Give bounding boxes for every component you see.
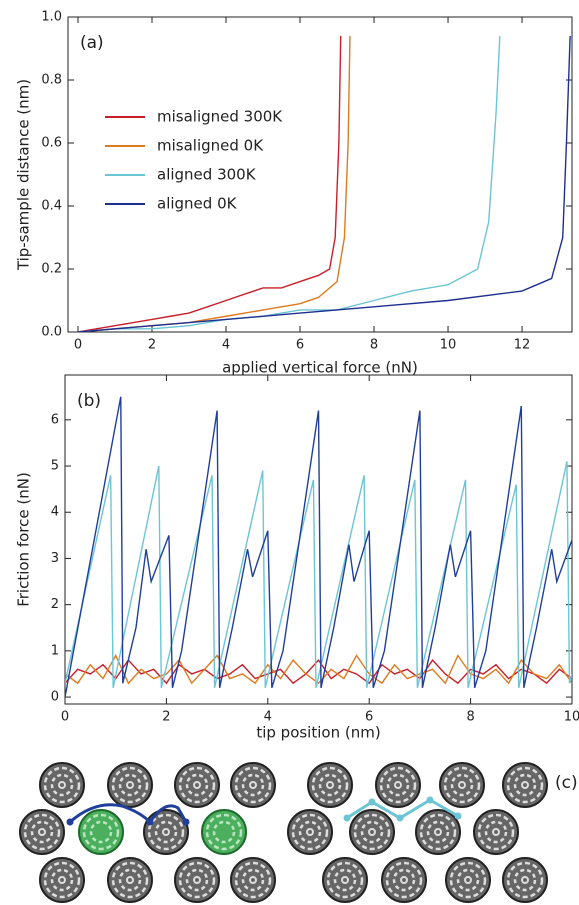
panel-label: (c) (555, 773, 578, 793)
panel-label: (a) (80, 33, 104, 53)
x-tick-label: 8 (370, 338, 378, 353)
x-tick-label: 8 (466, 710, 474, 725)
series-line (65, 396, 572, 698)
y-axis-label: Tip-sample distance (nm) (15, 79, 33, 271)
y-tick-label: 4 (51, 505, 59, 520)
x-tick-label: 0 (74, 338, 82, 353)
x-tick-label: 0 (61, 710, 69, 725)
x-tick-label: 4 (264, 710, 272, 725)
y-tick-label: 2 (51, 597, 59, 612)
panel-c: (c) (18, 761, 578, 904)
x-axis-label: applied vertical force (nN) (222, 359, 418, 377)
series-line (77, 35, 351, 332)
y-tick-label: 1 (51, 643, 59, 658)
plot-frame (67, 16, 573, 333)
y-tick-label: 0 (51, 690, 59, 705)
series-line (77, 35, 342, 332)
x-tick-label: 4 (222, 338, 230, 353)
y-tick-label: 0.8 (41, 73, 62, 88)
y-axis-label: Friction force (nN) (15, 472, 33, 607)
legend-label: misaligned 300K (157, 108, 283, 126)
y-tick-label: 1.0 (41, 10, 62, 25)
series-line (65, 653, 572, 685)
legend-label: aligned 300K (157, 166, 257, 184)
y-tick-label: 6 (51, 412, 59, 427)
x-tick-label: 10 (440, 338, 457, 353)
x-tick-label: 12 (514, 338, 531, 353)
y-tick-label: 3 (51, 551, 59, 566)
x-tick-label: 2 (148, 338, 156, 353)
y-tick-label: 0.4 (41, 199, 62, 214)
series-line (65, 658, 572, 685)
y-tick-label: 0.6 (41, 136, 62, 151)
y-tick-label: 5 (51, 459, 59, 474)
legend-label: misaligned 0K (157, 137, 264, 155)
x-tick-label: 6 (296, 338, 304, 353)
x-tick-label: 10 (564, 710, 579, 725)
legend-label: aligned 0K (157, 195, 238, 213)
x-tick-label: 2 (162, 710, 170, 725)
plot-frame (64, 374, 573, 705)
panel-label: (b) (77, 391, 101, 411)
series-line (77, 35, 501, 332)
x-tick-label: 6 (365, 710, 373, 725)
y-tick-label: 0.2 (41, 262, 62, 277)
series-line (77, 35, 571, 332)
x-axis-label: tip position (nm) (256, 724, 380, 742)
y-tick-label: 0.0 (41, 325, 62, 340)
series-line (65, 461, 572, 688)
